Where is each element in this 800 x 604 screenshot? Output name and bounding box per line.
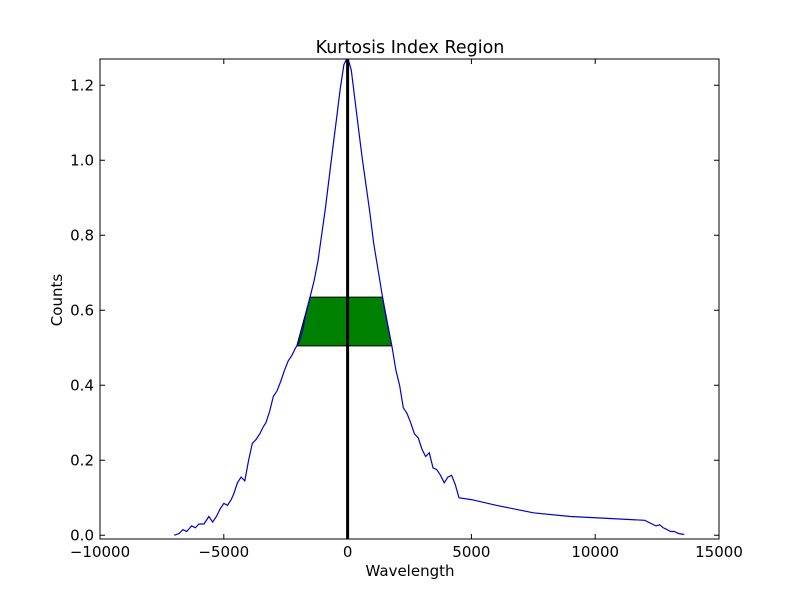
y-tick-label: 1.2: [70, 76, 94, 94]
x-tick-label: 0: [343, 543, 353, 561]
x-axis-label: Wavelength: [366, 562, 455, 580]
y-tick-label: 0.2: [70, 451, 94, 469]
chart-title: Kurtosis Index Region: [316, 38, 505, 58]
axes: −10000 −5000 0 5000 10000 15000 0.0 0.2 0.4 0.6 0.…: [70, 58, 743, 561]
y-tick-label: 0.8: [70, 226, 94, 244]
y-tick-label: 0.6: [70, 301, 94, 319]
x-tick-label: 10000: [571, 543, 619, 561]
plot-area: [174, 59, 685, 539]
x-tick-label: −10000: [70, 543, 130, 561]
x-tick-label: −5000: [198, 543, 249, 561]
shaded-region: [296, 296, 393, 347]
y-tick-label: 0.4: [70, 376, 94, 394]
series-line: [174, 59, 685, 536]
axes-frame: [99, 58, 720, 540]
plot-content: [174, 59, 685, 539]
y-tick-label: 1.0: [70, 151, 94, 169]
x-tick-label: 5000: [452, 543, 490, 561]
y-tick-label: 0.0: [70, 526, 94, 544]
y-axis-label: Counts: [48, 274, 66, 327]
x-tick-label: 15000: [695, 543, 743, 561]
